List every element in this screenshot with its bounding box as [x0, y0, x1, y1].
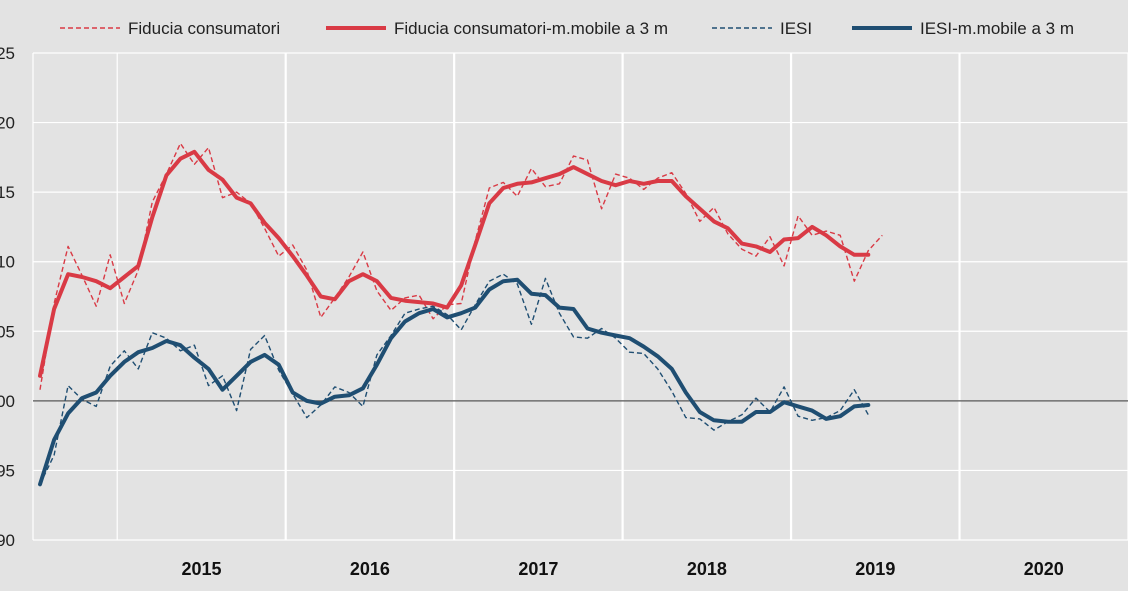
- series-layer: [38, 142, 883, 487]
- x-axis: 2015 2016 2017 2018 2019 2020: [181, 559, 1063, 579]
- x-tick-label: 2015: [181, 559, 221, 579]
- y-tick-label: 100: [0, 392, 15, 411]
- x-tick-label: 2020: [1024, 559, 1064, 579]
- legend-label: Fiducia consumatori-m.mobile a 3 m: [394, 19, 668, 38]
- series-line-solid-1: [38, 149, 871, 378]
- legend-label: Fiducia consumatori: [128, 19, 280, 38]
- y-tick-label: 105: [0, 322, 15, 341]
- x-tick-label: 2016: [350, 559, 390, 579]
- y-tick-label: 90: [0, 531, 15, 550]
- x-tick-label: 2018: [687, 559, 727, 579]
- x-tick-label: 2017: [518, 559, 558, 579]
- y-tick-label: 120: [0, 114, 15, 133]
- series-line-dashed-0: [39, 142, 883, 390]
- y-tick-label: 115: [0, 183, 15, 202]
- x-tick-label: 2019: [855, 559, 895, 579]
- y-tick-label: 125: [0, 44, 15, 63]
- y-tick-label: 110: [0, 253, 15, 272]
- legend-label: IESI-m.mobile a 3 m: [920, 19, 1074, 38]
- legend-label: IESI: [780, 19, 812, 38]
- y-axis: 90 95 100 105 110 115 120 125: [0, 44, 15, 550]
- y-tick-label: 95: [0, 461, 15, 480]
- series-line-solid-3: [38, 277, 871, 487]
- legend: Fiducia consumatori Fiducia consumatori-m…: [60, 19, 1074, 38]
